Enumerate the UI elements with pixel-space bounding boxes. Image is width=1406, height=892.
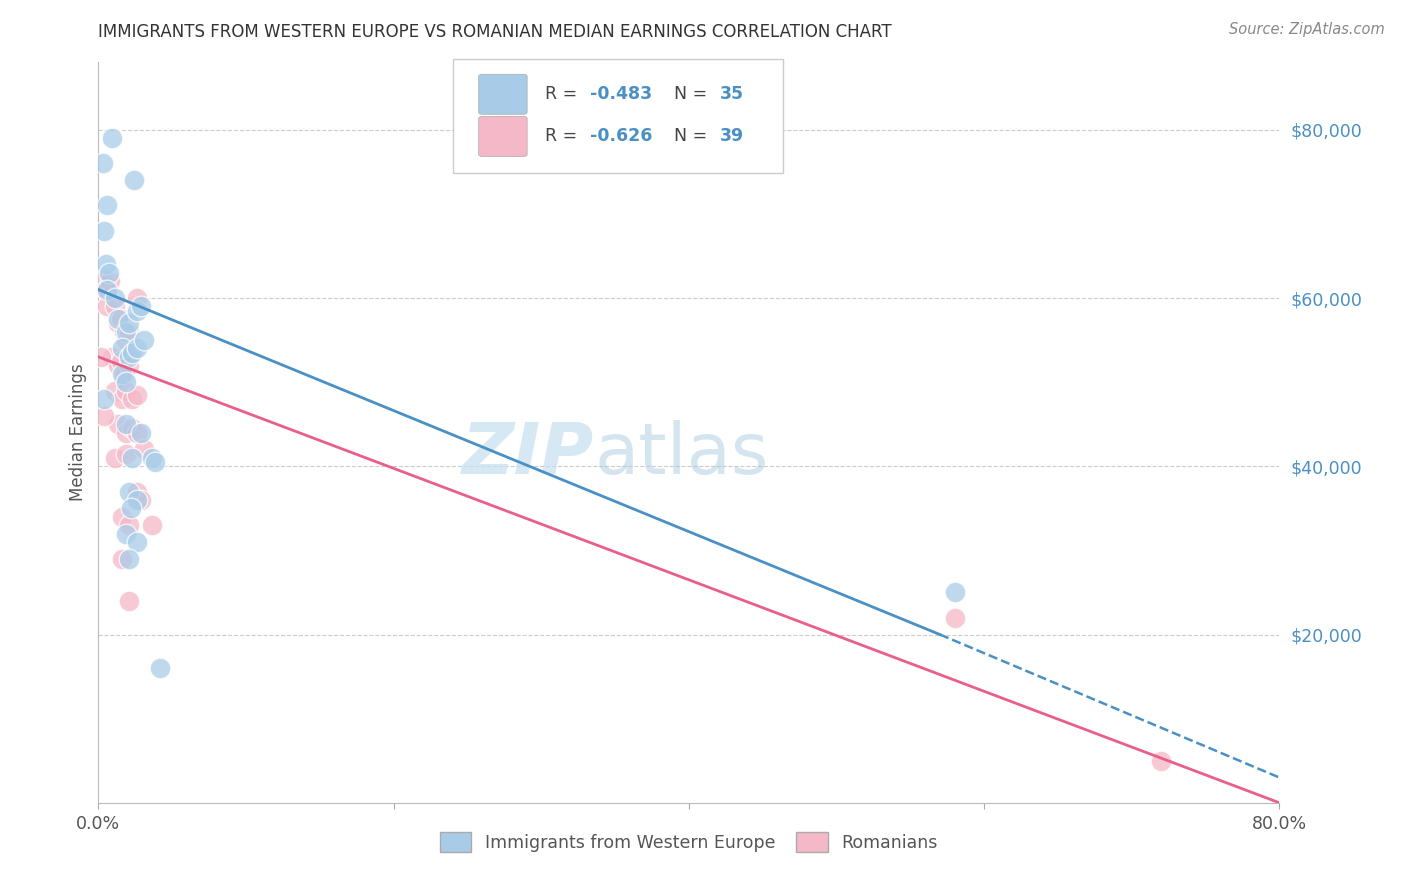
Point — [111, 509, 134, 524]
Point — [110, 312, 132, 326]
Point — [110, 354, 132, 368]
Point — [125, 291, 148, 305]
Point — [134, 442, 156, 457]
Point — [111, 551, 134, 566]
Point — [104, 291, 127, 305]
Point — [134, 333, 156, 347]
FancyBboxPatch shape — [478, 117, 527, 156]
Point — [107, 316, 129, 330]
Point — [121, 392, 143, 406]
Point — [90, 350, 112, 364]
Point — [118, 594, 141, 608]
Point — [149, 661, 172, 675]
Point — [125, 388, 148, 402]
Point — [115, 425, 138, 440]
Point — [107, 417, 129, 432]
Point — [93, 224, 115, 238]
Point — [91, 156, 114, 170]
Point — [125, 484, 148, 499]
Point — [97, 266, 120, 280]
Point — [141, 450, 163, 465]
Text: R =: R = — [546, 86, 582, 103]
Point — [96, 283, 118, 297]
Text: N =: N = — [664, 128, 713, 145]
Point — [125, 342, 148, 356]
Point — [121, 345, 143, 359]
Point — [100, 350, 122, 364]
Point — [104, 384, 127, 398]
Point — [120, 501, 142, 516]
Point — [122, 173, 145, 187]
Text: IMMIGRANTS FROM WESTERN EUROPE VS ROMANIAN MEDIAN EARNINGS CORRELATION CHART: IMMIGRANTS FROM WESTERN EUROPE VS ROMANI… — [98, 23, 891, 41]
Point — [112, 325, 135, 339]
Legend: Immigrants from Western Europe, Romanians: Immigrants from Western Europe, Romanian… — [432, 823, 946, 861]
Point — [118, 551, 141, 566]
Point — [111, 392, 134, 406]
Point — [96, 198, 118, 212]
Point — [125, 425, 148, 440]
Text: Source: ZipAtlas.com: Source: ZipAtlas.com — [1229, 22, 1385, 37]
Point — [96, 300, 118, 314]
Point — [129, 492, 152, 507]
Point — [125, 535, 148, 549]
Text: atlas: atlas — [595, 420, 769, 490]
Point — [118, 350, 141, 364]
Text: N =: N = — [664, 86, 713, 103]
Point — [100, 131, 122, 145]
Point — [94, 283, 117, 297]
Point — [112, 367, 135, 381]
Point — [91, 274, 114, 288]
Point — [943, 585, 966, 599]
FancyBboxPatch shape — [453, 59, 783, 173]
Point — [141, 518, 163, 533]
FancyBboxPatch shape — [478, 74, 527, 114]
Point — [118, 359, 141, 373]
Point — [111, 367, 134, 381]
Point — [107, 359, 129, 373]
Point — [1150, 754, 1173, 768]
Point — [115, 333, 138, 347]
Point — [104, 450, 127, 465]
Point — [121, 421, 143, 435]
Point — [943, 610, 966, 624]
Point — [115, 384, 138, 398]
Text: 39: 39 — [720, 128, 744, 145]
Point — [115, 375, 138, 389]
Point — [104, 300, 127, 314]
Point — [107, 312, 129, 326]
Point — [118, 325, 141, 339]
Text: R =: R = — [546, 128, 582, 145]
Y-axis label: Median Earnings: Median Earnings — [69, 364, 87, 501]
Point — [125, 492, 148, 507]
Point — [115, 325, 138, 339]
Point — [98, 274, 121, 288]
Point — [121, 450, 143, 465]
Text: 35: 35 — [720, 86, 744, 103]
Text: -0.483: -0.483 — [589, 86, 652, 103]
Point — [111, 342, 134, 356]
Point — [115, 526, 138, 541]
Point — [118, 484, 141, 499]
Point — [125, 303, 148, 318]
Point — [94, 257, 117, 271]
Text: ZIP: ZIP — [463, 420, 595, 490]
Point — [115, 447, 138, 461]
Point — [118, 518, 141, 533]
Text: -0.626: -0.626 — [589, 128, 652, 145]
Point — [143, 455, 166, 469]
Point — [129, 425, 152, 440]
Point — [93, 409, 115, 423]
Point — [115, 417, 138, 432]
Point — [93, 392, 115, 406]
Point — [129, 300, 152, 314]
Point — [118, 316, 141, 330]
